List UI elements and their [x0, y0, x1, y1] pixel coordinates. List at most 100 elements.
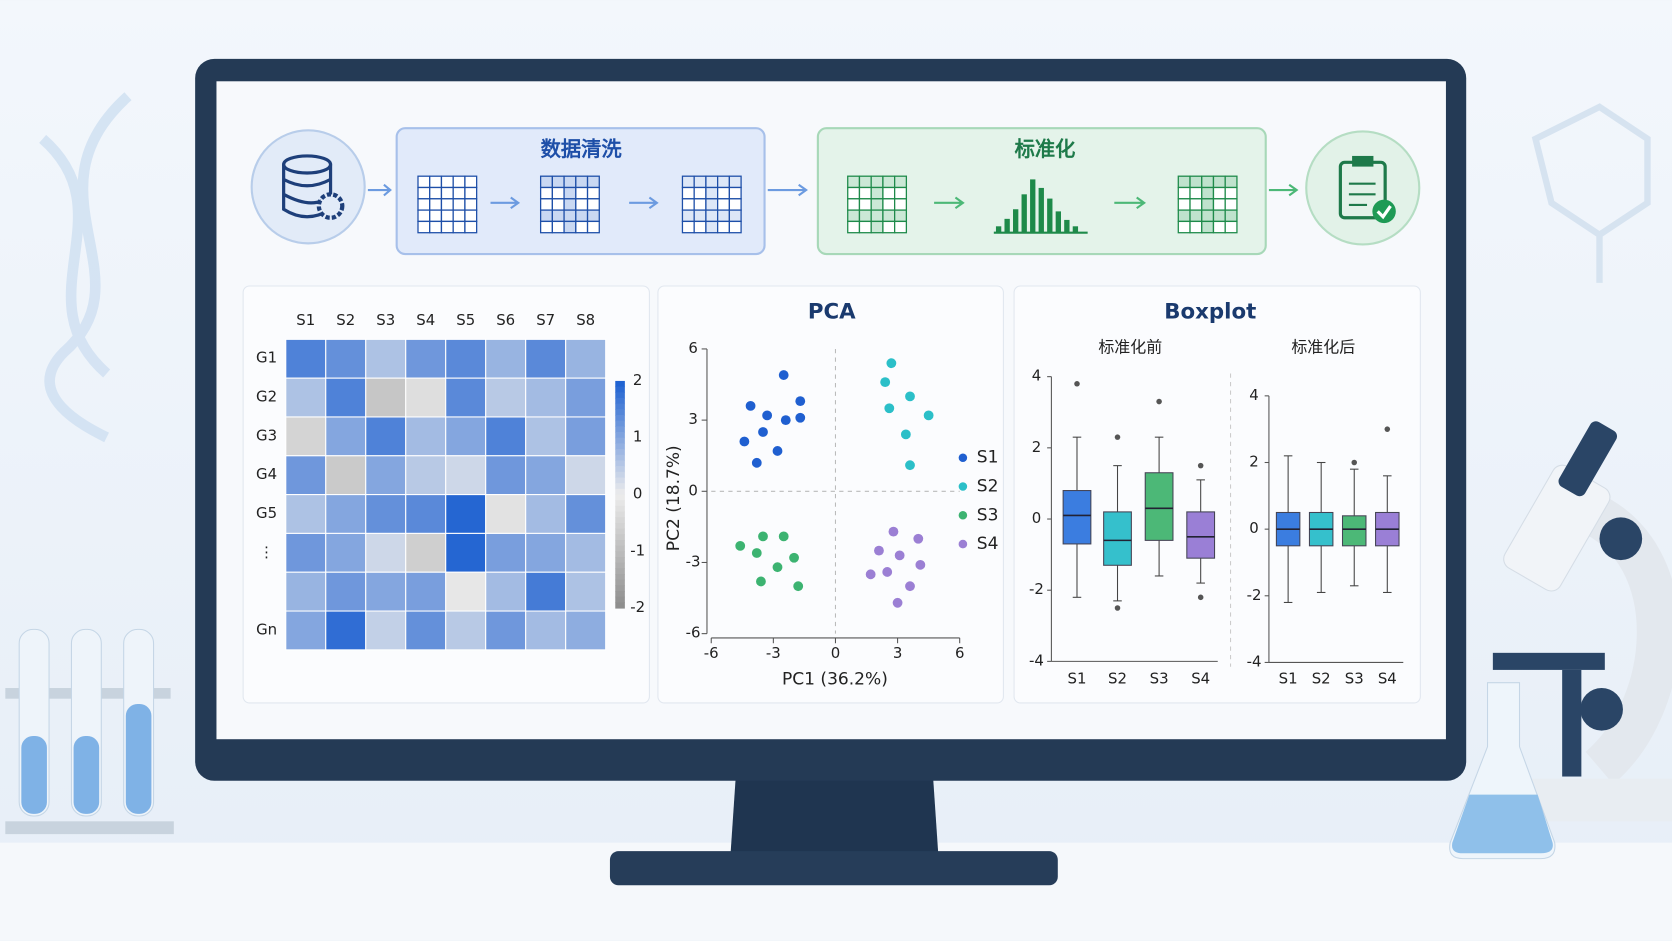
colorbar-segment — [615, 505, 625, 513]
x-axis-label: PC1 (36.2%) — [782, 670, 888, 690]
heat-cell — [405, 455, 447, 496]
icon-cell — [847, 175, 861, 189]
icon-cell — [417, 186, 431, 200]
x-tick-label: S4 — [1378, 670, 1397, 688]
icon-cell — [847, 186, 861, 200]
x-tick-label: -3 — [766, 644, 781, 662]
icon-cell — [1224, 209, 1238, 223]
icon-cell — [464, 209, 478, 223]
colorbar-segment — [615, 386, 625, 393]
colorbar-segment — [615, 477, 625, 484]
column-label: S1 — [296, 311, 315, 329]
icon-cell — [1189, 209, 1203, 223]
point — [874, 545, 884, 556]
heat-cell — [565, 416, 607, 457]
icon-cell — [551, 198, 565, 211]
heat-cell — [325, 455, 367, 496]
icon-cell — [429, 175, 443, 189]
icon-cell — [563, 198, 577, 211]
colorbar-segment — [615, 551, 625, 558]
pipeline: 数据清洗 标准化 — [250, 127, 1421, 256]
icon-cell — [429, 209, 443, 223]
icon-cell — [858, 209, 872, 223]
icon-cell — [728, 198, 742, 211]
icon-cell — [440, 175, 454, 189]
y-tick-label: -6 — [686, 624, 701, 642]
row-label: G3 — [256, 426, 277, 444]
y-tick-label: 2 — [1249, 453, 1258, 471]
x-tick-label: S2 — [1312, 670, 1331, 688]
flask — [1449, 682, 1556, 860]
heat-cell — [485, 571, 527, 612]
icon-cell — [586, 198, 600, 211]
heat-cell — [445, 571, 487, 612]
icon-cell — [464, 186, 478, 200]
icon-cell — [539, 175, 553, 189]
dna-decor — [39, 92, 132, 443]
heat-cell — [525, 377, 567, 418]
icon-cell — [452, 220, 466, 234]
x-tick-label: S3 — [1150, 670, 1169, 688]
column-label: S3 — [376, 311, 395, 329]
icon-cell — [870, 186, 884, 200]
heat-cell — [565, 610, 607, 651]
colorbar-segment — [615, 460, 625, 467]
icon-cell — [539, 186, 553, 200]
colorbar-tick-label: 2 — [633, 371, 642, 389]
icon-cell — [1224, 220, 1238, 234]
point — [745, 400, 756, 411]
point — [795, 412, 806, 423]
y-tick-label: 6 — [688, 339, 697, 357]
row-label: Gn — [256, 620, 277, 638]
icon-cell — [681, 209, 695, 223]
x-tick-label: -6 — [704, 644, 719, 662]
heat-cell — [485, 377, 527, 418]
heat-cell — [565, 532, 607, 573]
heat-cell — [405, 377, 447, 418]
icon-cell — [586, 220, 600, 234]
heat-cell — [485, 532, 527, 573]
colorbar-segment — [615, 466, 625, 473]
heat-cell — [365, 416, 407, 457]
icon-cell — [847, 198, 861, 211]
icon-cell — [1189, 186, 1203, 200]
x-tick-label: 6 — [955, 644, 964, 662]
icon-cell — [728, 175, 742, 189]
y-tick-label: 0 — [1249, 519, 1258, 537]
point — [923, 410, 934, 421]
colorbar-segment — [615, 403, 625, 410]
heat-cell — [565, 494, 607, 534]
icon-cell — [1189, 198, 1203, 211]
heat-cell — [285, 494, 327, 534]
y-tick-label: -2 — [1247, 586, 1262, 604]
outlier — [1197, 594, 1204, 601]
icon-cell — [716, 209, 731, 223]
heat-cell — [405, 338, 447, 379]
point — [905, 391, 915, 402]
point — [739, 436, 750, 447]
icon-cell — [417, 209, 431, 223]
point — [886, 358, 897, 369]
colorbar-segment — [615, 568, 625, 575]
outlier — [1384, 426, 1391, 432]
row-label: G4 — [256, 465, 277, 483]
icon-cell — [716, 198, 731, 211]
heat-cell — [325, 416, 367, 457]
heat-cell — [445, 494, 487, 534]
legend-marker — [958, 539, 968, 549]
icon-cell — [728, 220, 742, 234]
icon-cell — [705, 186, 719, 200]
colorbar-segment — [615, 500, 625, 507]
icon-cell — [464, 198, 478, 211]
y-tick-label: -4 — [1247, 652, 1262, 670]
icon-cell — [440, 209, 454, 223]
chart-title: PCA — [808, 300, 856, 325]
icon-cell — [1177, 175, 1191, 189]
colorbar-segment — [615, 534, 625, 541]
colorbar-segment — [615, 426, 625, 433]
column-label: S7 — [536, 311, 555, 329]
icon-cell — [858, 186, 872, 200]
y-tick-label: 3 — [688, 410, 697, 428]
icon-cell — [539, 220, 553, 234]
